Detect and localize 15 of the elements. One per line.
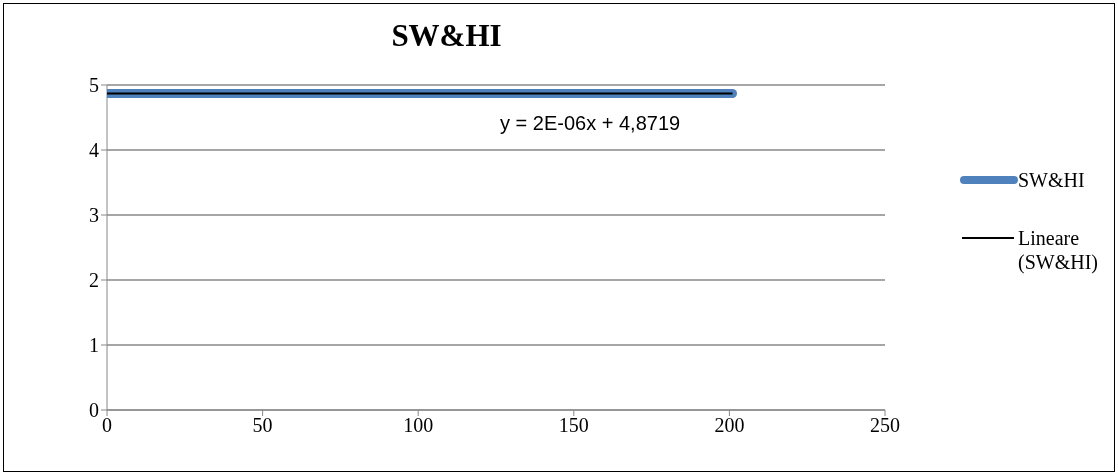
y-tick-label: 0 [89, 399, 99, 422]
x-tick-label: 50 [252, 414, 273, 437]
annotation: y = 2E-06x + 4,8719 [500, 112, 681, 135]
y-tick-label: 3 [89, 204, 99, 227]
x-tick-label: 250 [870, 414, 900, 437]
x-tick-label: 100 [403, 414, 434, 437]
y-tick-label: 5 [89, 74, 99, 97]
y-tick-label: 2 [89, 269, 99, 292]
x-tick-label: 150 [558, 414, 589, 437]
y-tick-label: 1 [89, 334, 99, 357]
y-tick-label: 4 [89, 139, 99, 162]
legend-label: SW&HI [1018, 167, 1086, 192]
legend-label: Lineare (SW&HI) [1018, 225, 1099, 274]
x-tick-label: 200 [714, 414, 745, 437]
chart-title: SW&HI [390, 18, 503, 54]
